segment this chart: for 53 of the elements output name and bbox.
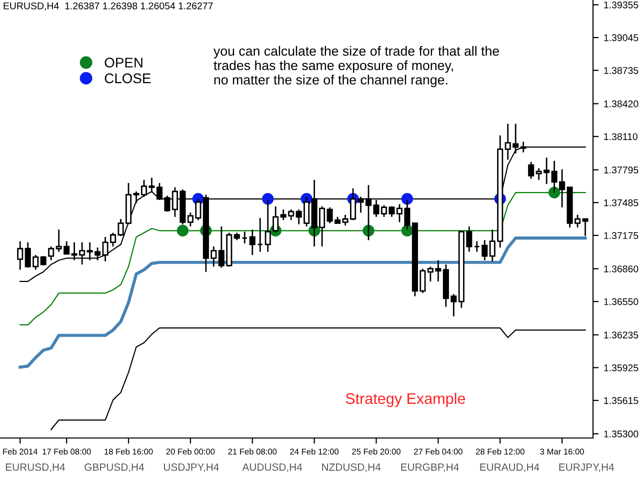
y-tick-label: 1.36235 (604, 332, 638, 338)
x-tick-label: 21 Feb 08:00 (228, 448, 277, 455)
point (176, 224, 189, 236)
candlestick (528, 161, 534, 180)
text: AUDUSD,H4 (242, 463, 302, 472)
candlestick (482, 239, 488, 261)
x-tick-label: 25 Feb 20:00 (352, 448, 400, 455)
text: EURUSD,H4 (6, 463, 66, 472)
y-tick-label: 1.37795 (604, 166, 638, 174)
point (548, 186, 560, 198)
annotation: you can calculate the size of trade for that all the trades has the same exposure of money, no matter the size of the channel range. (214, 46, 499, 88)
text: EURAUD,H4 (480, 464, 540, 472)
candlestick (48, 246, 54, 261)
candlestick (257, 217, 264, 252)
text: EURJPY,H4 (559, 464, 614, 472)
x-tick-label: 3 Mar 16:00 (540, 448, 584, 455)
text: GBPUSD,H4 (84, 463, 144, 472)
candlestick (582, 218, 588, 237)
line-series (50, 327, 586, 430)
x-tick-label: 18 Feb 16:00 (104, 448, 153, 455)
y-tick-label: 1.38735 (604, 67, 638, 74)
y-tick-label: 1.39045 (604, 34, 638, 42)
y-tick-label: 1.39355 (604, 1, 638, 8)
y-tick-label: 1.35300 (604, 430, 638, 438)
y-tick-label: 1.36550 (604, 298, 638, 306)
y-tick-label: 1.35615 (604, 397, 638, 404)
annotation: Strategy Example (346, 392, 466, 408)
line-series (18, 236, 587, 369)
legend-label: CLOSE (104, 73, 151, 84)
chart-title: EURUSD,H4 1.26387 1.26398 1.26054 1.26277 (4, 2, 213, 10)
y-tick-label: 1.38420 (604, 100, 638, 108)
candlestick (40, 255, 46, 266)
x-tick-label: Feb 2014 (3, 448, 38, 455)
legend-label: OPEN (104, 58, 142, 68)
text: USDJPY,H4 (164, 463, 219, 472)
point (401, 193, 414, 205)
y-tick-label: 1.37485 (604, 199, 638, 206)
point (262, 193, 274, 205)
y-tick-label: 1.37175 (604, 232, 638, 240)
text: EURGBP,H4 (401, 463, 459, 472)
y-tick-label: 1.35925 (604, 364, 638, 372)
text: NZDUSD,H4 (322, 463, 381, 472)
x-tick-label: 27 Feb 04:00 (414, 448, 462, 455)
x-tick-label: 24 Feb 12:00 (290, 448, 339, 455)
candlestick (242, 231, 248, 244)
candlestick (17, 240, 24, 270)
candlestick (249, 228, 256, 256)
y-tick-label: 1.36860 (604, 265, 638, 272)
x-tick-label: 28 Feb 12:00 (476, 448, 524, 455)
y-tick-label: 1.38110 (604, 133, 638, 140)
x-tick-label: 17 Feb 08:00 (42, 448, 91, 455)
x-tick-label: 20 Feb 00:00 (166, 448, 215, 455)
candlestick (474, 240, 480, 252)
